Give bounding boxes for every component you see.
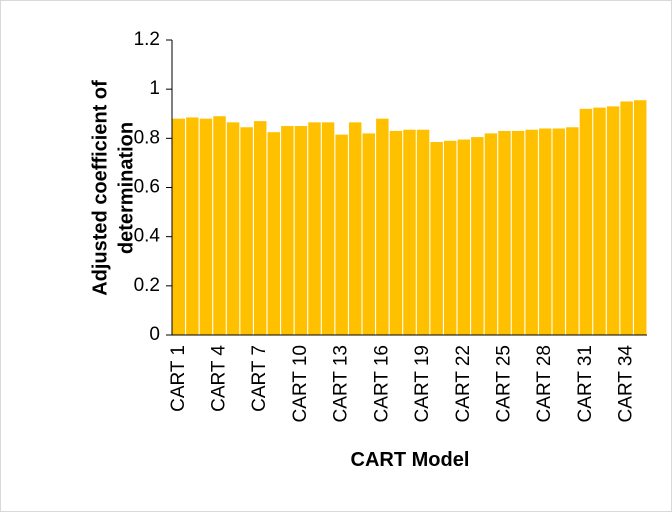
bar: [430, 142, 443, 335]
y-axis-title-line: determination: [115, 122, 137, 254]
x-tick-label: CART 31: [575, 345, 596, 422]
bar: [457, 139, 471, 335]
bar: [376, 118, 389, 336]
x-tick-label: CART 19: [412, 345, 433, 422]
x-tick-label: CART 7: [249, 345, 270, 412]
x-tick-label: CART 13: [331, 345, 352, 422]
bar: [633, 100, 647, 336]
bar: [606, 106, 620, 335]
x-tick-label: CART 1: [168, 345, 189, 412]
bar: [525, 129, 538, 335]
bar: [620, 101, 633, 335]
bar: [362, 133, 376, 335]
bar: [484, 133, 498, 335]
bar: [471, 137, 484, 335]
y-axis-title-line: Adjusted coefficient of: [89, 80, 111, 296]
bar: [389, 130, 403, 335]
bar: [538, 128, 552, 335]
y-tick-label: 0: [149, 324, 160, 345]
bar: [579, 108, 593, 335]
bar: [566, 127, 579, 335]
x-tick-label: CART 10: [290, 345, 311, 422]
bar: [593, 107, 606, 336]
y-tick-label: 0.2: [134, 275, 160, 296]
bar: [498, 130, 511, 335]
y-tick-label: 1.2: [134, 29, 160, 50]
x-tick-label: CART 22: [453, 345, 474, 422]
x-tick-label: CART 25: [494, 345, 515, 422]
bar: [403, 129, 416, 335]
bar: [308, 122, 321, 336]
y-tick-label: 0.4: [134, 226, 161, 247]
y-tick-label: 0.6: [134, 177, 160, 198]
x-tick-label: CART 16: [371, 345, 392, 422]
y-axis-title: Adjusted coefficient of determination: [89, 80, 137, 296]
bar: [416, 129, 430, 335]
bar: [213, 116, 226, 335]
bar: [199, 118, 213, 336]
x-tick-label: CART 34: [616, 345, 637, 423]
bar: [172, 118, 186, 336]
bar: [348, 122, 362, 336]
y-tick-label: 1: [149, 78, 160, 99]
bar: [294, 126, 308, 336]
y-tick-label: 0.8: [134, 127, 160, 148]
bar: [443, 140, 457, 335]
x-tick-label: CART 4: [209, 345, 230, 412]
bar: [321, 122, 335, 336]
x-tick-label: CART 28: [534, 345, 555, 422]
bar: [267, 132, 281, 335]
bar: [552, 128, 566, 335]
bar: [511, 130, 525, 335]
bar: [240, 127, 253, 335]
bar: [226, 122, 240, 336]
bar: [281, 126, 294, 336]
bar: [186, 117, 199, 335]
bar: [253, 121, 267, 335]
x-axis-title: CART Model: [351, 449, 470, 471]
bar: [335, 134, 348, 335]
